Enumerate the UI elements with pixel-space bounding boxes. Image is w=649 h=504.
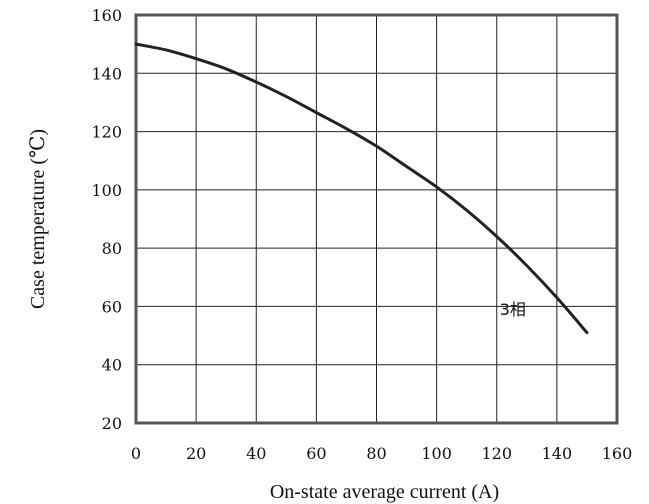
y-tick-label: 100 <box>91 181 122 200</box>
y-tick-label: 120 <box>91 123 122 142</box>
plot-frame <box>134 13 619 425</box>
x-tick-label: 20 <box>186 444 206 463</box>
y-tick-label: 160 <box>91 6 122 25</box>
x-tick-label: 100 <box>421 444 452 463</box>
series-line-0 <box>134 42 589 335</box>
grid <box>136 15 617 423</box>
x-tick-label: 140 <box>542 444 573 463</box>
y-tick-label: 40 <box>102 356 122 375</box>
x-tick-label: 0 <box>131 444 141 463</box>
y-tick-label: 140 <box>91 64 122 83</box>
y-axis-title: Case temperature (℃) <box>27 129 49 309</box>
series-layer <box>134 42 589 335</box>
x-axis-ticks: 0 20 40 60 80 100 120 140 160 <box>131 444 632 463</box>
x-tick-label: 40 <box>246 444 266 463</box>
x-tick-label: 80 <box>366 444 386 463</box>
y-tick-label: 80 <box>102 239 122 258</box>
y-axis-ticks: 20 40 60 80 100 120 140 160 <box>91 6 122 433</box>
series-annotation-label: 3相 <box>500 300 526 319</box>
x-axis-title: On-state average current (A) <box>270 481 499 503</box>
x-tick-label: 160 <box>602 444 633 463</box>
annotations: 3相 <box>500 300 526 319</box>
x-tick-label: 120 <box>481 444 512 463</box>
y-tick-label: 60 <box>102 297 122 316</box>
x-tick-label: 60 <box>306 444 326 463</box>
y-tick-label: 20 <box>102 414 122 433</box>
